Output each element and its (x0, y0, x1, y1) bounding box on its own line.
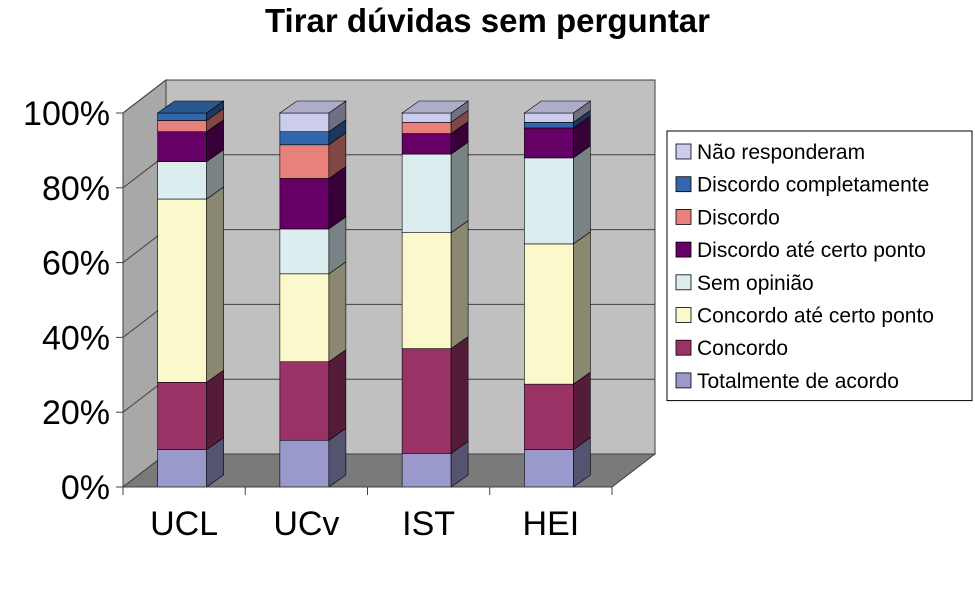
bar-segment-side (450, 336, 469, 454)
legend-label: Não responderam (697, 141, 865, 164)
bar-segment (401, 348, 452, 454)
y-tick-label: 0% (61, 469, 110, 507)
bar-segment (157, 449, 207, 488)
y-tick-label: 40% (42, 319, 110, 357)
x-axis: UCL UCv IST HEI (122, 486, 613, 543)
bar-segment-side (450, 220, 469, 350)
bar-segment (279, 439, 330, 488)
y-tick-label: 20% (42, 394, 110, 432)
bar-segment (524, 449, 574, 488)
bar-segment (279, 178, 330, 230)
bar-stack-ucv (278, 100, 347, 488)
legend-label: Discordo até certo ponto (697, 239, 926, 262)
bar-segment (401, 153, 452, 233)
legend-label: Concordo até certo ponto (697, 305, 934, 328)
legend-label: Discordo (697, 206, 780, 229)
bar-segment (157, 161, 207, 200)
legend-label: Totalmente de acordo (697, 370, 899, 393)
bar-segment (279, 112, 330, 133)
legend-swatch (675, 307, 692, 323)
bar-segment (401, 122, 452, 134)
bar-segment (524, 127, 574, 159)
bar-segment (524, 383, 574, 450)
bar-top (401, 100, 470, 114)
bar-segment-side (573, 145, 591, 245)
bar-segment (524, 122, 574, 129)
legend-box (666, 130, 973, 402)
bar-segment (279, 361, 330, 441)
x-tick-label: UCv (273, 505, 339, 543)
bar-segment-side (573, 371, 591, 451)
legend-swatch (675, 176, 692, 193)
bar-segment (524, 112, 574, 123)
y-tick-label: 60% (42, 245, 110, 283)
bar-stack-hei (523, 100, 592, 488)
bar-stack-ucl (156, 100, 225, 488)
bar-segment-side (328, 261, 347, 363)
bar-segment-side (206, 186, 224, 383)
gridline (122, 79, 655, 114)
bar-top (523, 100, 592, 114)
bar-segment (401, 112, 452, 123)
bar-segment (279, 144, 330, 179)
y-tick-label: 80% (42, 170, 110, 208)
legend-swatch (675, 208, 692, 225)
bar-top (156, 100, 225, 114)
legend-swatch (675, 372, 692, 389)
bar-segment (157, 131, 207, 162)
legend: Não responderam Discordo completamente Dis… (666, 130, 973, 402)
bar-segment (279, 131, 330, 146)
bars (156, 100, 592, 488)
bar-segment-side (573, 231, 591, 385)
bar-segment (401, 232, 452, 349)
legend-label: Concordo (697, 337, 788, 360)
legend-label: Sem opinião (697, 272, 814, 295)
legend-swatch (675, 339, 692, 356)
y-axis: 0% 20% 40% 60% 80% 100% (23, 95, 124, 507)
bar-segment (279, 228, 330, 275)
legend-swatch (675, 241, 692, 258)
bar-segment (157, 381, 207, 450)
legend-swatch (675, 143, 692, 160)
bar-segment-side (206, 369, 224, 451)
legend-swatch (675, 274, 692, 291)
bar-segment (524, 243, 574, 385)
legend-label: Discordo completamente (697, 174, 929, 197)
bar-segment (401, 133, 452, 155)
y-tick-label: 100% (23, 95, 110, 133)
bar-segment-side (450, 141, 469, 234)
bar-top (278, 100, 347, 114)
bar-segment (524, 157, 574, 245)
bar-segment (157, 120, 207, 133)
bar-segment-side (328, 349, 347, 441)
bar-segment (279, 273, 330, 363)
x-tick-label: HEI (523, 505, 580, 543)
x-tick-label: IST (402, 505, 455, 543)
x-tick-label: UCL (150, 505, 218, 543)
bar-stack-ist (401, 100, 470, 488)
chart-title: Tirar dúvidas sem perguntar (264, 2, 711, 39)
bar-segment (401, 453, 452, 488)
bar-segment (157, 198, 207, 383)
bar-segment (157, 112, 207, 121)
